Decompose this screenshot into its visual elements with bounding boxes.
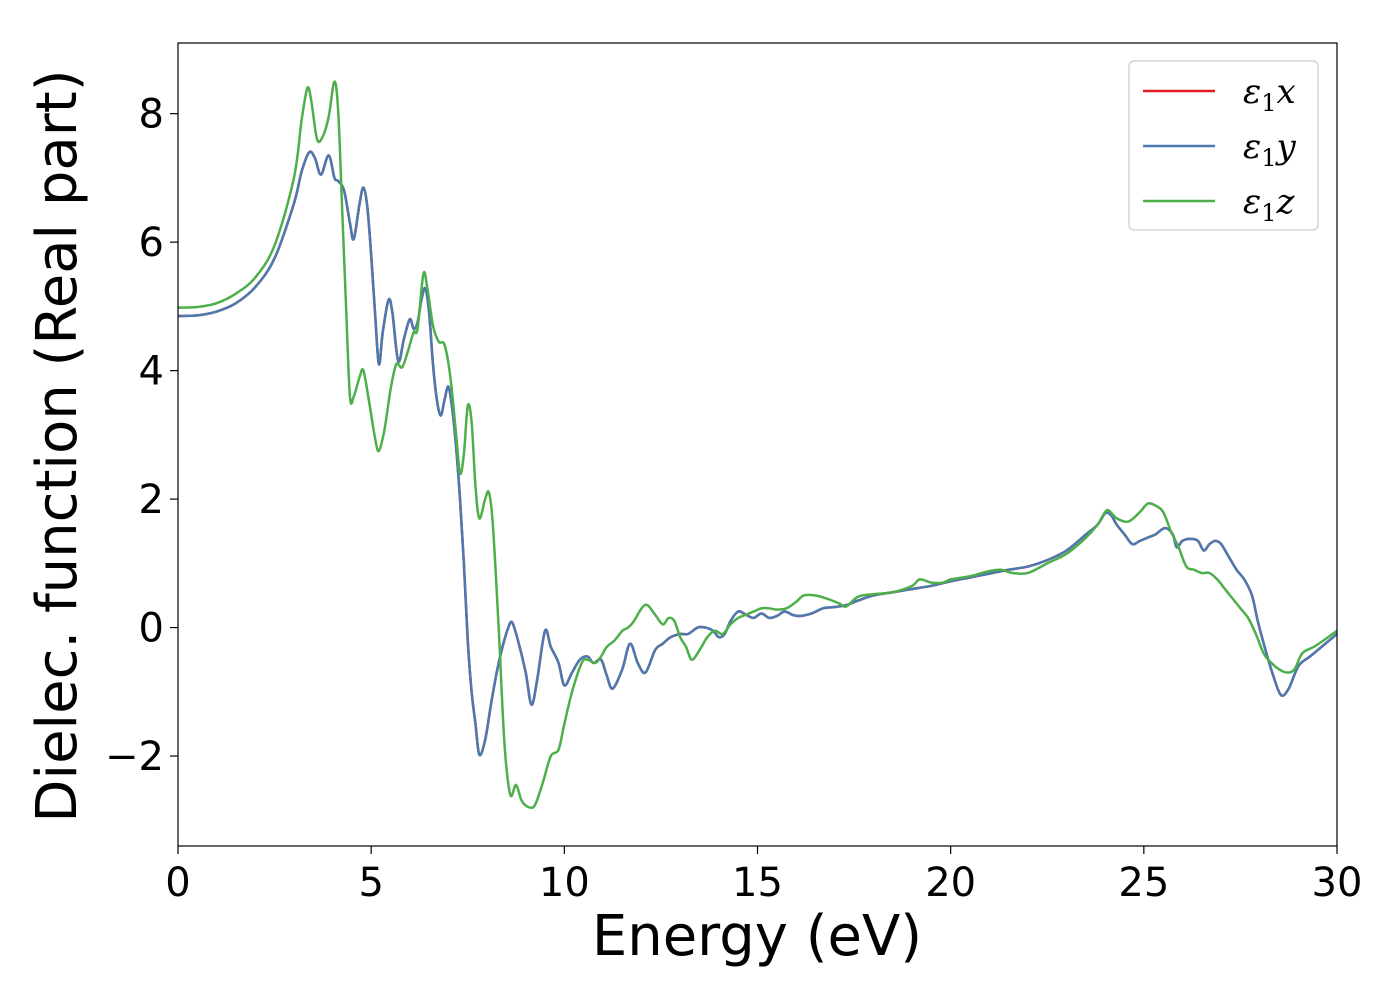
legend-label-z: ε1z: [1243, 182, 1296, 227]
series-line-y: [178, 150, 1337, 757]
x-tick-label: 25: [1118, 860, 1169, 906]
legend-box: [1128, 60, 1319, 231]
x-tick-label: 0: [165, 860, 190, 906]
x-tick-label: 10: [539, 860, 590, 906]
y-axis-title: Dielec. function (Real part): [25, 69, 90, 822]
y-tick-label: 2: [139, 477, 164, 523]
x-tick-label: 5: [358, 860, 383, 906]
x-tick-label: 15: [732, 860, 783, 906]
series-line-z: [178, 80, 1337, 810]
x-tick-label: 30: [1312, 860, 1363, 906]
x-tick-label: 20: [925, 860, 976, 906]
y-tick-label: 8: [139, 92, 164, 138]
x-axis: 0 5 10 15 20 25 30: [165, 846, 1362, 906]
y-tick-label: −2: [105, 734, 164, 780]
y-tick-label: 4: [139, 349, 164, 395]
series-layer: [178, 80, 1337, 810]
legend: ε1x ε1y ε1z: [1128, 60, 1319, 231]
y-tick-label: 0: [139, 606, 164, 652]
legend-label-y: ε1y: [1243, 127, 1297, 172]
x-axis-title: Energy (eV): [592, 904, 922, 969]
y-axis: −2 0 2 4 6 8: [105, 92, 178, 780]
legend-label-x: ε1x: [1243, 72, 1296, 117]
y-tick-label: 6: [139, 220, 164, 266]
